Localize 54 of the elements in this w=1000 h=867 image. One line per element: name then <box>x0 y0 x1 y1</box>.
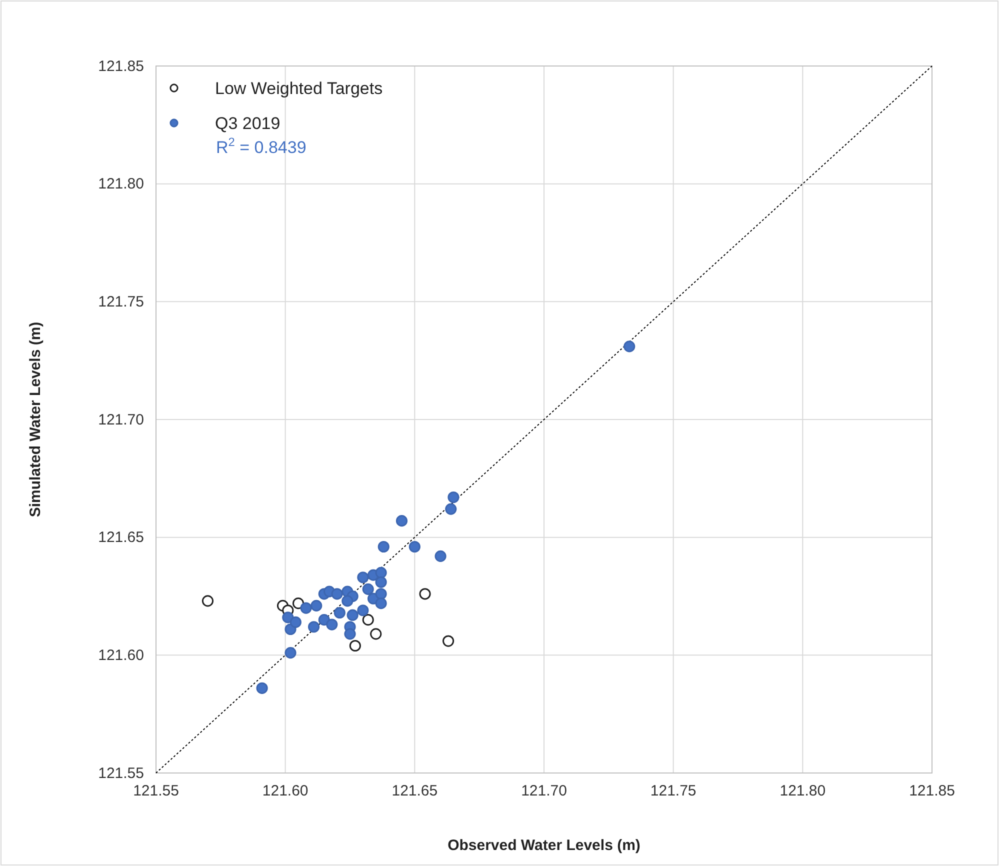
point <box>375 576 387 588</box>
point <box>282 612 294 624</box>
point <box>370 628 382 640</box>
y-tick-label: 121.65 <box>98 529 144 546</box>
point <box>357 572 369 584</box>
point <box>434 550 446 562</box>
point <box>448 491 460 504</box>
point <box>344 628 356 640</box>
point <box>256 682 268 694</box>
point <box>300 602 312 614</box>
point <box>408 540 420 553</box>
point <box>375 598 387 610</box>
point <box>346 609 358 621</box>
point <box>290 616 302 628</box>
point <box>362 583 374 595</box>
point <box>334 606 346 619</box>
x-tick-label: 121.80 <box>780 782 826 800</box>
y-tick-label: 121.55 <box>98 764 144 782</box>
point <box>375 566 387 578</box>
point <box>378 540 390 553</box>
x-tick-label: 121.60 <box>262 782 308 800</box>
point <box>445 503 457 515</box>
legend-label: Low Weighted Targets <box>215 79 383 98</box>
y-tick-label: 121.75 <box>98 293 144 310</box>
x-tick-label: 121.70 <box>521 782 567 800</box>
x-tick-label: 121.85 <box>909 782 955 800</box>
point <box>442 635 454 647</box>
point <box>284 647 296 659</box>
point <box>310 600 322 612</box>
x-tick-label: 121.55 <box>133 782 179 800</box>
y-tick-label: 121.80 <box>98 176 144 193</box>
point <box>342 595 354 607</box>
point <box>326 618 338 630</box>
y-tick-label: 121.60 <box>98 646 144 664</box>
point <box>396 515 408 527</box>
annotation: R$^{2}$ = 0.8439 <box>216 135 306 157</box>
point <box>349 640 361 652</box>
y-tick-label: 121.70 <box>98 411 144 428</box>
point <box>362 614 374 626</box>
x-axis-title: Observed Water Levels (m) <box>448 837 640 854</box>
point <box>331 588 343 600</box>
y-tick-label: 121.85 <box>98 58 144 75</box>
point <box>202 595 214 607</box>
point <box>318 614 330 626</box>
legend-label: Q3 2019 <box>215 114 280 133</box>
x-tick-label: 121.65 <box>392 782 438 800</box>
point <box>624 340 636 352</box>
y-axis-title: Simulated Water Levels (m) <box>27 322 44 518</box>
point <box>308 621 320 633</box>
point <box>292 598 304 610</box>
x-tick-label: 121.75 <box>650 782 696 800</box>
point <box>357 604 369 616</box>
point <box>375 588 387 600</box>
point <box>419 588 431 600</box>
